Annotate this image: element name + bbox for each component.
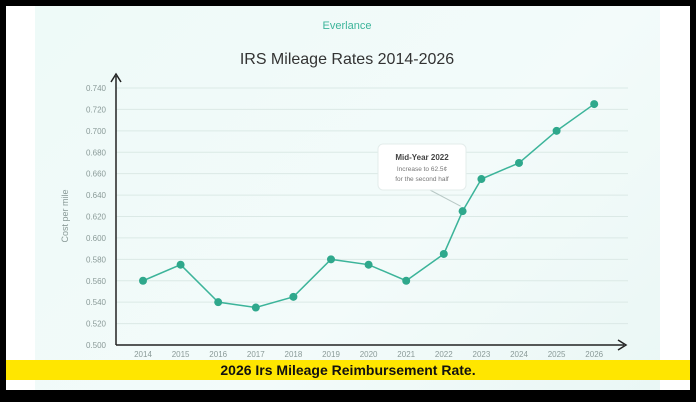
y-tick-label: 0.700 — [86, 127, 107, 136]
y-tick-label: 0.500 — [86, 341, 107, 350]
data-point — [327, 255, 335, 264]
x-axis-arrow-icon — [617, 339, 628, 351]
y-tick-label: 0.580 — [86, 255, 107, 264]
y-tick-label: 0.640 — [86, 191, 107, 200]
data-point — [251, 303, 260, 312]
data-point — [458, 207, 467, 216]
y-tick-label: 0.720 — [86, 105, 107, 114]
x-tick-label: 2015 — [172, 350, 190, 359]
series-line — [142, 103, 595, 309]
y-tick-label: 0.600 — [86, 234, 107, 243]
x-tick-label: 2019 — [322, 350, 340, 359]
caption-banner: 2026 Irs Mileage Reimbursement Rate. — [6, 360, 690, 380]
data-point — [439, 249, 448, 258]
data-point — [214, 298, 223, 307]
logo: Everlance — [323, 20, 372, 32]
data-point — [477, 175, 486, 184]
y-axis-label: Cost per mile — [60, 189, 70, 242]
data-point — [139, 276, 147, 285]
chart-background — [35, 6, 660, 390]
data-point — [289, 292, 298, 301]
annotation-text: for the second half — [395, 176, 449, 183]
x-tick-label: 2025 — [548, 350, 566, 359]
data-point — [364, 260, 373, 269]
data-point — [515, 158, 523, 167]
annotation-text: Increase to 62.5¢ — [397, 166, 448, 173]
x-tick-label: 2026 — [585, 350, 603, 359]
y-tick-label: 0.620 — [86, 213, 107, 222]
x-tick-label: 2024 — [510, 350, 528, 359]
annotation-title: Mid-Year 2022 — [395, 153, 449, 162]
x-tick-label: 2018 — [285, 350, 303, 359]
chart-title: IRS Mileage Rates 2014-2026 — [240, 51, 454, 68]
y-tick-label: 0.680 — [86, 148, 107, 157]
y-tick-label: 0.540 — [86, 298, 107, 307]
x-tick-label: 2021 — [397, 350, 415, 359]
y-tick-label: 0.560 — [86, 277, 107, 286]
x-tick-label: 2014 — [134, 350, 152, 359]
x-tick-label: 2016 — [209, 350, 227, 359]
y-tick-label: 0.520 — [86, 320, 107, 329]
x-tick-label: 2022 — [435, 350, 453, 359]
data-point — [176, 260, 185, 269]
y-axis-arrow-icon — [110, 72, 122, 83]
annotation-box — [377, 143, 467, 191]
data-point — [402, 276, 411, 285]
y-tick-label: 0.660 — [86, 170, 107, 179]
x-tick-label: 2020 — [360, 350, 378, 359]
annotation-pointer — [429, 189, 461, 207]
data-point — [590, 100, 599, 109]
x-tick-label: 2017 — [247, 350, 265, 359]
y-tick-label: 0.740 — [86, 84, 107, 93]
x-tick-label: 2023 — [473, 350, 491, 359]
data-point — [552, 126, 561, 135]
